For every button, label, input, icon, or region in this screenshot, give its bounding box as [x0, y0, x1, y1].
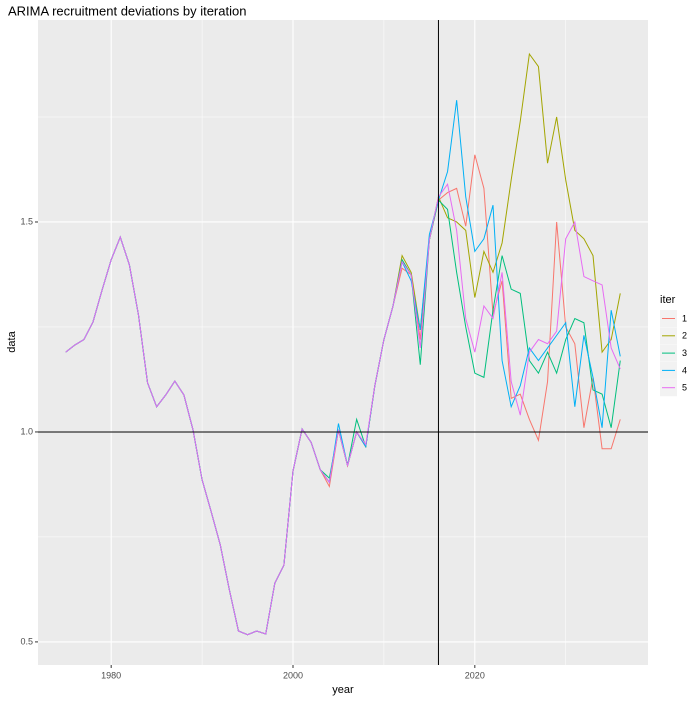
chart-title: ARIMA recruitment deviations by iteratio… — [8, 3, 246, 18]
legend-title: iter — [660, 294, 676, 306]
series-line — [65, 182, 621, 636]
legend-label: 4 — [682, 365, 687, 375]
panel — [38, 20, 648, 665]
x-tick-label: 2020 — [465, 670, 485, 680]
legend-label: 1 — [682, 313, 687, 323]
y-tick-label: 1.5 — [20, 216, 33, 226]
legend-label: 3 — [682, 348, 687, 358]
y-tick-label: 1.0 — [20, 426, 33, 436]
x-tick-label: 1980 — [101, 670, 121, 680]
x-axis-label: year — [332, 684, 354, 696]
y-tick-label: 0.5 — [20, 636, 33, 646]
legend-label: 2 — [682, 331, 687, 341]
y-axis-label: data — [6, 330, 18, 352]
legend-label: 5 — [682, 383, 687, 393]
x-tick-label: 2000 — [283, 670, 303, 680]
